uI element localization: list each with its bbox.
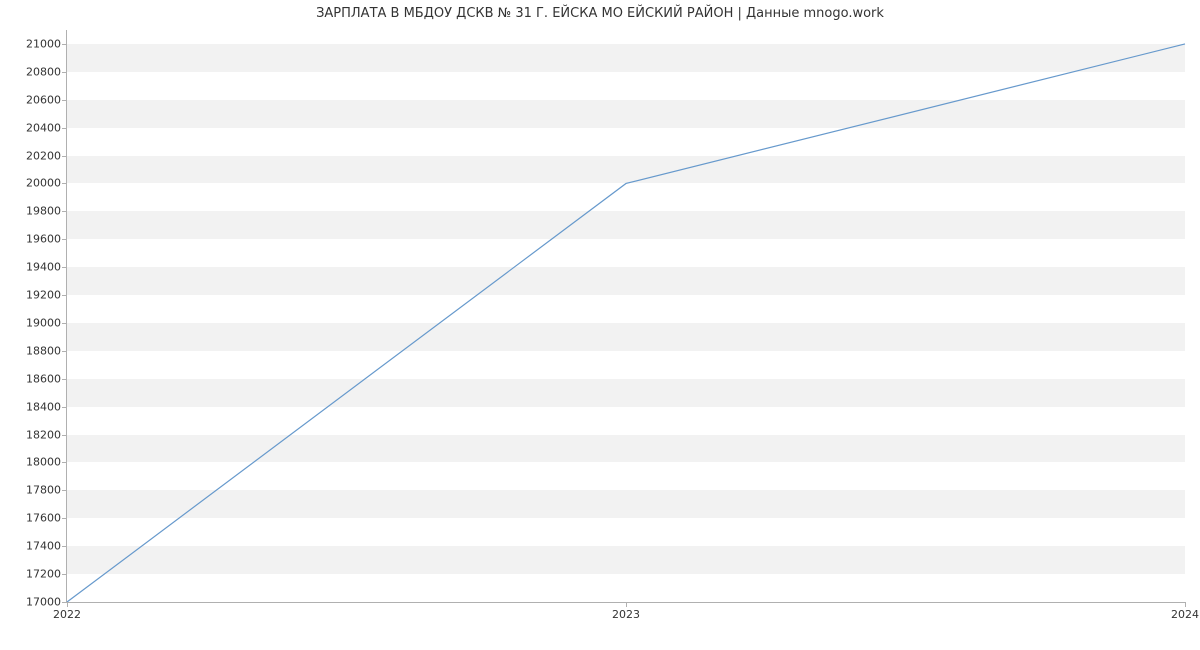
y-tick-label: 19600 <box>26 233 67 246</box>
y-tick-label: 20400 <box>26 121 67 134</box>
x-tick-label: 2022 <box>53 602 81 621</box>
y-tick-label: 20600 <box>26 93 67 106</box>
y-tick-label: 17400 <box>26 540 67 553</box>
y-tick-label: 18200 <box>26 428 67 441</box>
y-tick-label: 19800 <box>26 205 67 218</box>
plot-area: 1700017200174001760017800180001820018400… <box>66 30 1185 603</box>
x-tick-label: 2023 <box>612 602 640 621</box>
data-line <box>67 44 1185 602</box>
y-tick-label: 19400 <box>26 261 67 274</box>
y-tick-label: 17800 <box>26 484 67 497</box>
y-tick-label: 20200 <box>26 149 67 162</box>
salary-line-chart: ЗАРПЛАТА В МБДОУ ДСКВ № 31 Г. ЕЙСКА МО Е… <box>0 0 1200 650</box>
chart-title: ЗАРПЛАТА В МБДОУ ДСКВ № 31 Г. ЕЙСКА МО Е… <box>0 6 1200 21</box>
x-tick-label: 2024 <box>1171 602 1199 621</box>
y-tick-label: 18800 <box>26 344 67 357</box>
y-tick-label: 18400 <box>26 400 67 413</box>
y-tick-label: 17200 <box>26 568 67 581</box>
y-tick-label: 20000 <box>26 177 67 190</box>
y-tick-label: 19000 <box>26 316 67 329</box>
y-tick-label: 19200 <box>26 289 67 302</box>
y-tick-label: 18000 <box>26 456 67 469</box>
y-tick-label: 17600 <box>26 512 67 525</box>
y-tick-label: 21000 <box>26 37 67 50</box>
y-tick-label: 18600 <box>26 372 67 385</box>
line-series <box>67 30 1185 602</box>
y-tick-label: 20800 <box>26 65 67 78</box>
